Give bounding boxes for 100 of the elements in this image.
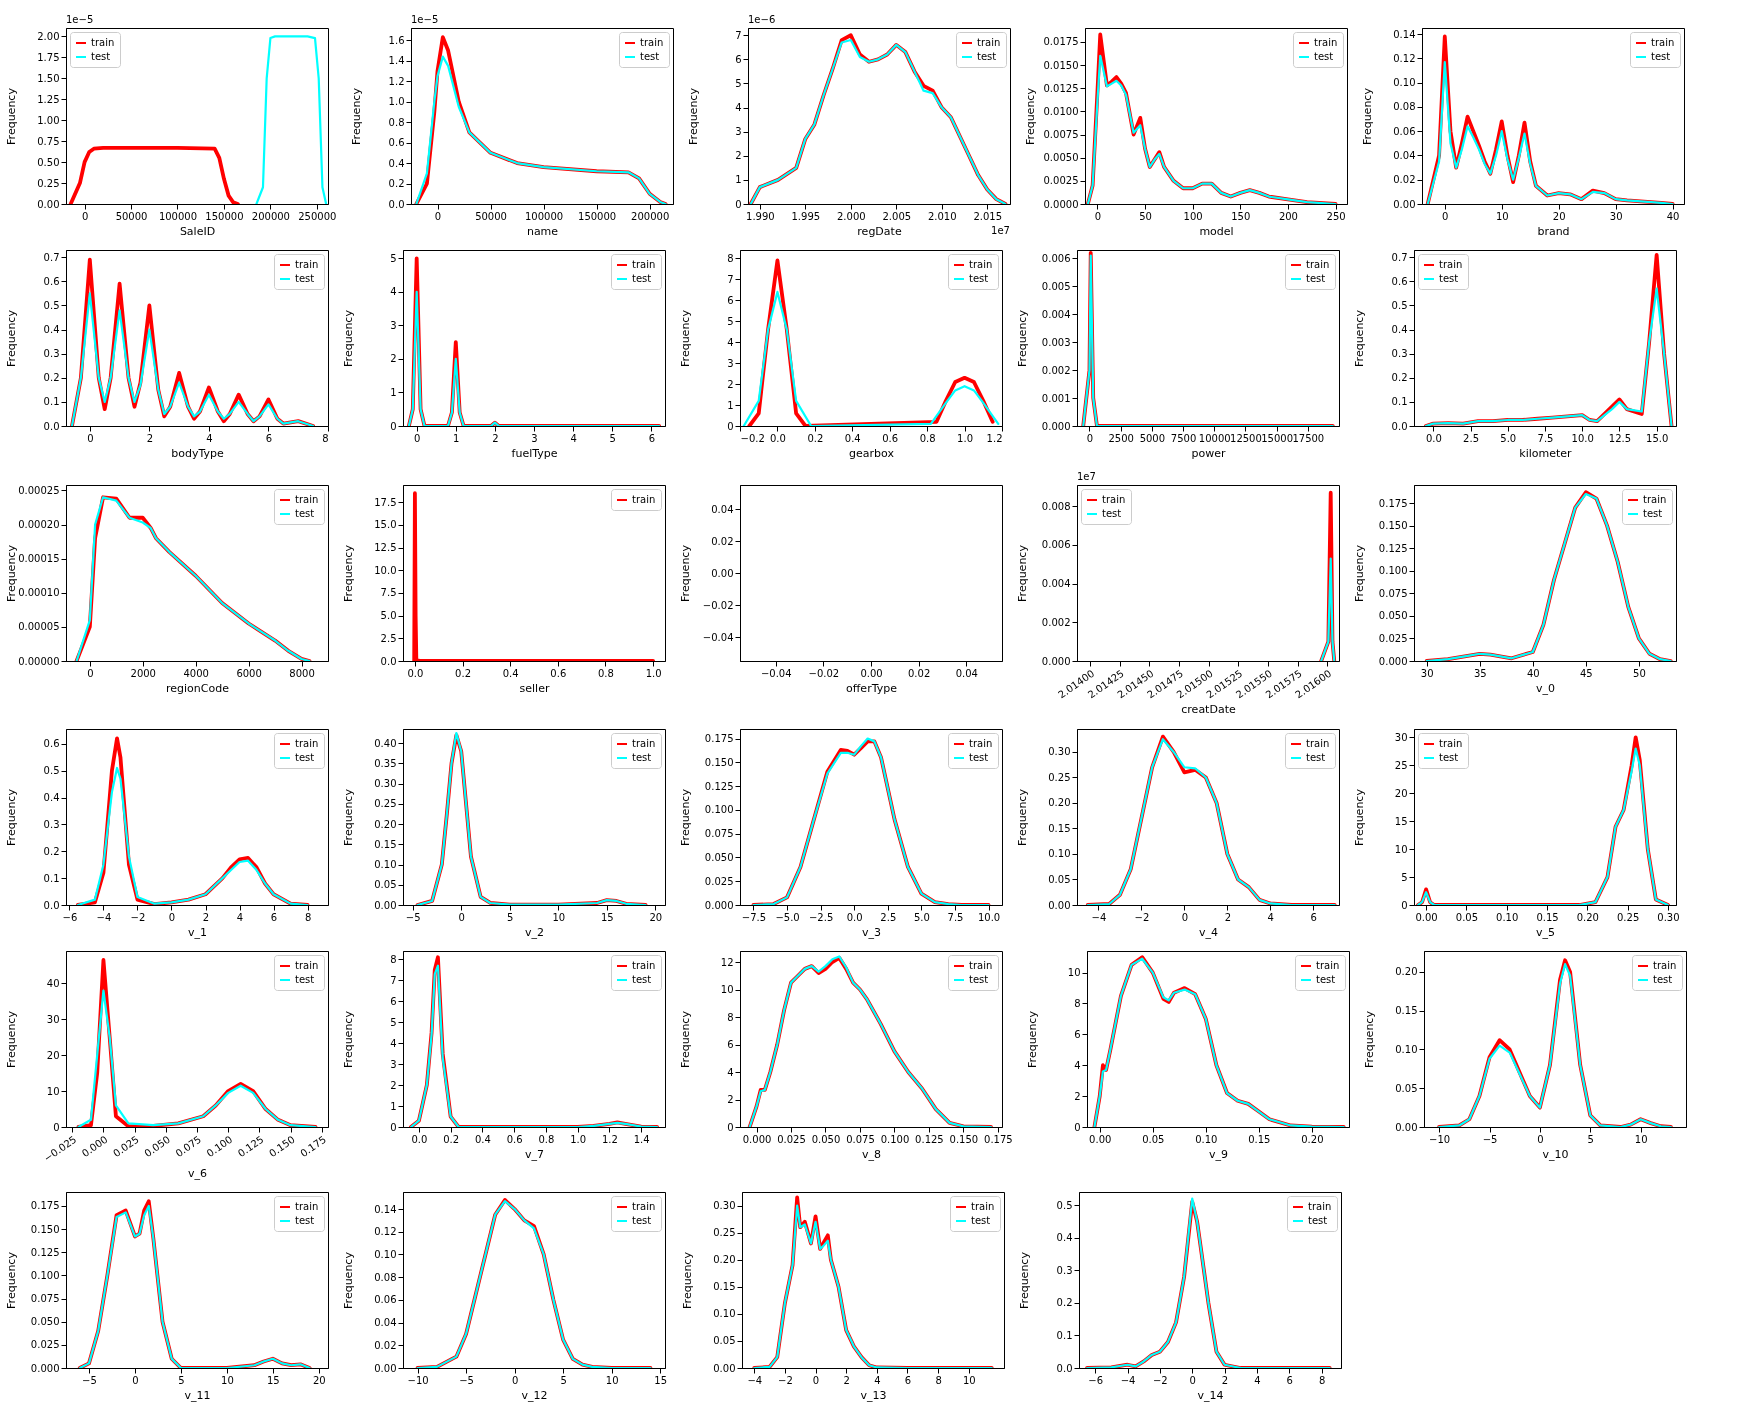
y-tick-label: 0.10 [713, 1308, 736, 1320]
y-axis-title: Frequency [4, 87, 18, 145]
x-tick-label: −4 [1091, 911, 1107, 923]
y-tick-label: 1.6 [388, 34, 405, 46]
x-tick-label: 0.4 [474, 1133, 491, 1145]
x-tick-label: 0.0 [411, 1133, 428, 1145]
y-tick-label: 40 [46, 977, 60, 989]
y-axis-title: Frequency [1352, 309, 1366, 367]
y-tick-label: 0 [735, 198, 742, 210]
y-axis-title: Frequency [678, 309, 692, 367]
x-axis-title: gearbox [849, 446, 895, 460]
y-tick-label: 0.125 [704, 780, 734, 792]
x-axis-title: offerType [846, 681, 898, 695]
y-tick-label: 4 [727, 336, 734, 348]
y-axis-title: Frequency [1352, 788, 1366, 846]
y-tick-label: 0.08 [1393, 101, 1416, 113]
x-tick-label: 1 [453, 432, 460, 444]
x-tick-label: 2.015 [973, 210, 1003, 222]
x-tick-label: 50000 [475, 210, 507, 222]
x-axis-title: v_10 [1542, 1147, 1569, 1161]
x-tick-label: 0.025 [777, 1133, 806, 1145]
x-tick-label: 2 [492, 432, 499, 444]
x-tick-label: 0.0 [846, 911, 863, 923]
y-tick-label: 15.0 [374, 519, 397, 531]
text: 1e−5 [66, 14, 94, 25]
x-tick-label: −0.02 [808, 667, 840, 679]
y-tick-label: 5 [1401, 871, 1408, 883]
x-tick-label: 15 [600, 911, 614, 923]
y-tick-label: 0.006 [1041, 252, 1071, 264]
x-tick-label: −0.2 [740, 432, 765, 444]
x-tick-label: −4 [96, 911, 112, 923]
text: 1e7 [991, 225, 1010, 236]
x-tick-label: 0.00 [1089, 1133, 1112, 1145]
legend-label: train [1316, 960, 1340, 971]
x-axis-title: regionCode [166, 681, 230, 695]
x-tick-label: 0.15 [1536, 911, 1559, 923]
legend-label: train [295, 494, 319, 505]
y-tick-label: 0.001 [1041, 392, 1071, 404]
y-tick-label: 6 [727, 1039, 734, 1050]
x-tick-label: 150 [1231, 210, 1251, 222]
x-tick-label: 2.005 [882, 210, 912, 222]
x-tick-label: −5 [459, 1374, 474, 1386]
y-tick-label: 1 [727, 399, 734, 411]
legend-label: train [632, 738, 656, 749]
x-tick-label: 15.0 [1646, 432, 1669, 444]
y-tick-label: 0.25 [37, 177, 60, 189]
legend-label: train [1306, 738, 1330, 749]
x-tick-label: 0 [1181, 911, 1189, 923]
legend-label: train [632, 494, 656, 505]
x-tick-label: −10 [407, 1374, 429, 1386]
x-tick-label: 8 [322, 432, 329, 444]
y-axis-title: Frequency [1023, 87, 1037, 145]
x-tick-label: 0.10 [1195, 1133, 1218, 1145]
legend-label: test [295, 752, 315, 763]
y-tick-label: 0.003 [1041, 336, 1071, 348]
y-tick-label: 2 [727, 1094, 734, 1105]
x-tick-label: 10.0 [977, 911, 1001, 923]
x-tick-label: 2.5 [1463, 432, 1480, 444]
legend-label: train [1314, 37, 1338, 48]
legend-label: train [1439, 259, 1463, 270]
y-tick-label: 0.075 [704, 828, 734, 840]
x-tick-label: 6 [270, 911, 278, 923]
x-tick-label: 0 [1094, 210, 1102, 222]
legend-label: test [632, 1215, 652, 1226]
x-axis-title: creatDate [1181, 703, 1236, 717]
x-tick-label: 5000 [1139, 432, 1166, 444]
y-tick-label: 0 [53, 1121, 60, 1133]
x-tick-label: 6 [1286, 1374, 1293, 1386]
x-tick-label: 1.4 [633, 1133, 650, 1145]
y-axis-title: Frequency [1360, 87, 1374, 145]
x-tick-label: 4 [236, 911, 244, 923]
legend-label: test [1314, 51, 1334, 62]
y-tick-label: 10 [1394, 843, 1408, 855]
x-tick-label: 7.5 [1537, 432, 1554, 444]
x-tick-label: 5.0 [1500, 432, 1517, 444]
x-tick-label: 0 [1537, 1133, 1544, 1145]
y-tick-label: 1.4 [388, 55, 405, 67]
x-tick-label: 0 [132, 1374, 139, 1386]
y-tick-label: 0.05 [713, 1335, 736, 1347]
y-tick-label: 0.0 [1056, 1362, 1073, 1374]
x-tick-label: −6 [1088, 1374, 1104, 1386]
x-tick-label: 20 [312, 1374, 326, 1386]
y-axis-title: Frequency [341, 1251, 355, 1309]
x-tick-label: 10.0 [1571, 432, 1594, 444]
y-tick-label: 0.05 [1048, 873, 1071, 885]
y-axis-title: Frequency [4, 1010, 18, 1068]
x-axis-title: bodyType [171, 446, 224, 460]
y-tick-label: 20 [46, 1049, 60, 1061]
legend-label: train [632, 1201, 656, 1212]
y-tick-label: 0.14 [374, 1203, 397, 1215]
y-tick-label: 0.05 [1395, 1082, 1418, 1094]
x-tick-label: 30 [1609, 210, 1623, 222]
x-tick-label: 0.05 [1142, 1133, 1165, 1145]
x-tick-label: 0.0 [1425, 432, 1442, 444]
y-tick-label: 0.10 [1048, 848, 1071, 860]
y-tick-label: 0.00000 [18, 655, 60, 667]
y-tick-label: 0.0075 [1043, 129, 1079, 141]
legend-label: test [295, 508, 315, 519]
y-tick-label: −0.04 [702, 631, 734, 643]
y-tick-label: 0.5 [1056, 1199, 1073, 1211]
